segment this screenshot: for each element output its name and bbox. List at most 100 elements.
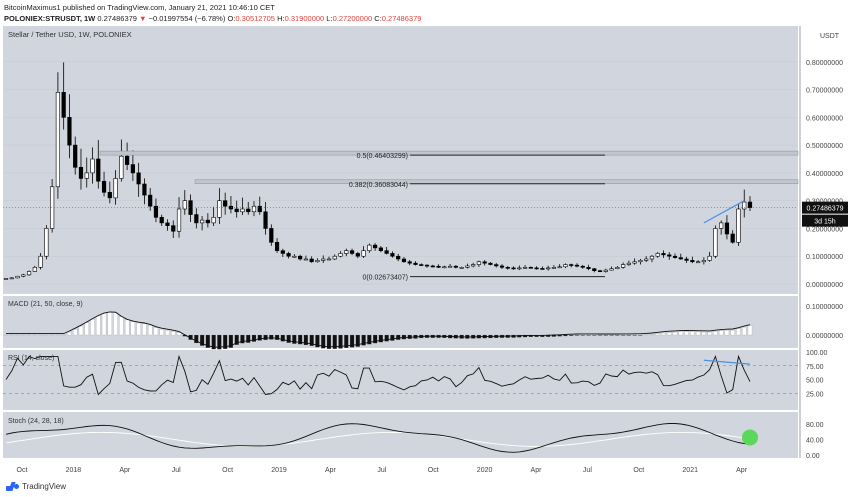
candle-body bbox=[713, 228, 718, 257]
candle-body bbox=[621, 264, 626, 268]
candle-body bbox=[672, 255, 678, 258]
candle-body bbox=[655, 253, 660, 257]
macd-bar bbox=[672, 332, 678, 336]
macd-title: MACD (21, 50, close, 9) bbox=[8, 301, 83, 308]
candle-body bbox=[107, 192, 112, 199]
candle-body bbox=[349, 250, 355, 254]
macd-bar bbox=[90, 319, 95, 336]
macd-bar bbox=[171, 331, 176, 336]
candle-body bbox=[638, 260, 643, 263]
tradingview-logo[interactable]: TradingView bbox=[6, 482, 66, 491]
macd-bar bbox=[199, 334, 205, 346]
candle-body bbox=[361, 250, 366, 257]
candle-body bbox=[332, 255, 337, 260]
macd-bar bbox=[707, 332, 712, 336]
candle-body bbox=[142, 183, 147, 196]
macd-bar bbox=[713, 331, 718, 336]
high-value: 0.31900000 bbox=[284, 14, 325, 23]
macd-bar bbox=[603, 334, 608, 336]
countdown-tag bbox=[802, 214, 848, 227]
open-label: O: bbox=[227, 14, 236, 23]
candle-body bbox=[257, 205, 262, 213]
price-tick-label: 0.20000000 bbox=[806, 226, 843, 233]
candle-body bbox=[436, 265, 441, 268]
macd-bar bbox=[695, 331, 701, 336]
candle-body bbox=[205, 219, 210, 224]
panel-price-bg bbox=[3, 26, 798, 294]
symbol-label[interactable]: POLONIEX:STRUSDT, 1W bbox=[4, 14, 96, 23]
candle-body bbox=[78, 167, 84, 179]
close-label: C: bbox=[374, 14, 382, 23]
candle-body bbox=[488, 262, 493, 265]
macd-bar bbox=[638, 334, 643, 336]
macd-bar bbox=[373, 334, 378, 344]
candle-body bbox=[338, 253, 343, 257]
change-arrow-icon: ▼ bbox=[139, 14, 147, 23]
macd-bar bbox=[205, 334, 210, 348]
candle-body bbox=[546, 267, 551, 270]
candles-group bbox=[3, 62, 753, 280]
candle-body bbox=[401, 258, 407, 263]
price-tick-label: 0.00000000 bbox=[806, 282, 843, 289]
low-value: 0.27200000 bbox=[332, 14, 373, 23]
macd-bar bbox=[44, 334, 49, 336]
candle-body bbox=[148, 194, 153, 207]
macd-bar bbox=[78, 326, 84, 336]
macd-bar bbox=[153, 327, 159, 336]
macd-histogram bbox=[3, 312, 753, 350]
macd-bar bbox=[338, 334, 343, 349]
macd-bar bbox=[84, 322, 89, 336]
candle-body bbox=[522, 267, 528, 269]
macd-bar bbox=[73, 329, 78, 336]
rsi-title: RSI (14, close) bbox=[8, 355, 54, 362]
macd-bar bbox=[269, 334, 274, 340]
candle-body bbox=[684, 258, 689, 261]
candle-body bbox=[263, 211, 268, 229]
macd-bar bbox=[701, 331, 706, 336]
tradingview-brand: TradingView bbox=[22, 482, 67, 491]
candle-body bbox=[667, 254, 672, 257]
publisher-line: BitcoinMaximus1 published on TradingView… bbox=[4, 3, 275, 12]
macd-bar bbox=[309, 334, 314, 346]
candle-body bbox=[119, 155, 124, 179]
macd-bar bbox=[3, 334, 9, 336]
macd-bar bbox=[644, 334, 649, 336]
price-tick-label: 0.50000000 bbox=[806, 143, 843, 150]
price-tick-label: 0.40000000 bbox=[806, 171, 843, 178]
time-tick-label: Oct bbox=[633, 467, 644, 474]
candle-body bbox=[724, 222, 730, 235]
candle-body bbox=[84, 172, 89, 179]
stoch-title: Stoch (24, 28, 18) bbox=[8, 418, 64, 425]
macd-bar bbox=[349, 334, 355, 348]
candle-body bbox=[61, 92, 66, 118]
price-tick-label: 0.80000000 bbox=[806, 60, 843, 67]
last-price-label: 0.27486379 bbox=[807, 206, 844, 213]
candle-body bbox=[234, 208, 239, 213]
close-value: 0.27486379 bbox=[381, 14, 422, 23]
macd-bar bbox=[136, 322, 141, 336]
macd-bar bbox=[217, 334, 222, 350]
candle-body bbox=[511, 267, 516, 270]
candle-body bbox=[21, 274, 26, 277]
candle-body bbox=[26, 271, 32, 276]
candle-body bbox=[517, 267, 522, 270]
candle-body bbox=[251, 205, 257, 213]
time-tick-label: Apr bbox=[325, 467, 337, 474]
price-axis-unit: USDT bbox=[820, 33, 840, 40]
candle-body bbox=[367, 244, 372, 251]
candle-body bbox=[136, 172, 141, 185]
macd-bar bbox=[747, 325, 753, 336]
candle-body bbox=[413, 262, 418, 265]
open-value: 0.30512705 bbox=[235, 14, 275, 23]
macd-bar bbox=[690, 331, 695, 336]
time-tick-label: Apr bbox=[531, 467, 543, 474]
time-tick-label: 2020 bbox=[477, 467, 493, 474]
macd-bar bbox=[159, 329, 164, 336]
candle-body bbox=[736, 208, 741, 243]
macd-bar bbox=[15, 334, 20, 336]
rsi-divergence-line bbox=[703, 359, 751, 365]
price-chart[interactable]: 0.80000000 0.70000000 0.60000000 0.50000000… bbox=[0, 26, 850, 478]
candle-body bbox=[494, 264, 499, 267]
candle-body bbox=[280, 250, 285, 254]
candle-body bbox=[269, 228, 274, 243]
